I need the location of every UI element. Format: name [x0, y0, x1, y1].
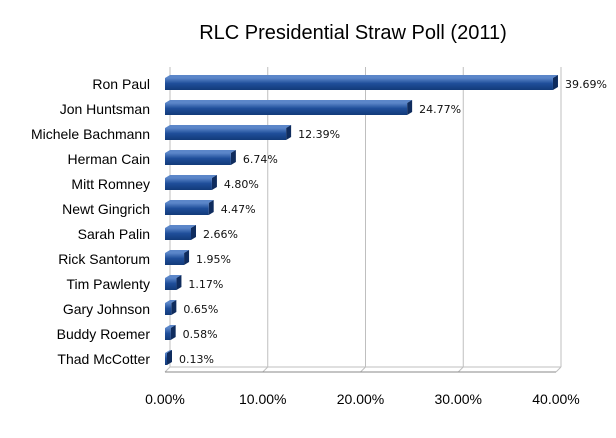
- bar-top-4: [165, 175, 217, 178]
- bar-side-7: [184, 250, 190, 265]
- bar-5: [165, 200, 214, 215]
- bar-top-6: [165, 225, 197, 228]
- floor-line-2: [360, 366, 366, 373]
- data-label-8: 1.17%: [188, 278, 223, 291]
- data-labels: 39.69% 24.77% 12.39% 6.74% 4.80% 4.47% 2.66% 1.…: [179, 78, 607, 366]
- category-label-4: Mitt Romney: [71, 176, 150, 192]
- bar-side-10: [170, 325, 176, 340]
- category-label-10: Buddy Roemer: [57, 326, 151, 342]
- bar-1: [165, 100, 413, 115]
- bar-front-2: [165, 128, 287, 140]
- floor-line-0: [164, 366, 171, 373]
- bar-front-8: [165, 278, 177, 290]
- floor-line-3: [457, 366, 464, 373]
- category-label-2: Michele Bachmann: [31, 126, 150, 142]
- category-label-8: Tim Pawlenty: [66, 276, 150, 292]
- bar-top-9: [165, 300, 177, 303]
- bar-front-5: [165, 203, 209, 215]
- bar-side-0: [552, 75, 558, 90]
- category-label-3: Herman Cain: [68, 151, 150, 167]
- bar-front-3: [165, 153, 231, 165]
- bar-4: [165, 175, 217, 190]
- bar-top-0: [165, 75, 558, 78]
- bar-front-4: [165, 178, 212, 190]
- bar-side-2: [286, 125, 292, 140]
- bar-2: [165, 125, 292, 140]
- bar-top-2: [165, 125, 292, 128]
- bar-top-8: [165, 275, 182, 278]
- bar-side-1: [407, 100, 413, 115]
- x-tick-label-3: 30.00%: [435, 391, 482, 407]
- data-label-0: 39.69%: [565, 78, 607, 91]
- x-tick-label-1: 10.00%: [239, 391, 286, 407]
- bar-9: [165, 300, 177, 315]
- bar-8: [165, 275, 182, 290]
- category-label-5: Newt Gingrich: [62, 201, 150, 217]
- chart-title: RLC Presidential Straw Poll (2011): [199, 22, 507, 44]
- bar-front-7: [165, 253, 185, 265]
- bar-front-9: [165, 303, 172, 315]
- x-tick-labels: 0.00% 10.00% 20.00% 30.00% 40.00%: [145, 391, 580, 407]
- x-tick-label-4: 40.00%: [532, 391, 579, 407]
- floor-line-1: [262, 366, 269, 373]
- bar-front-6: [165, 228, 192, 240]
- data-label-3: 6.74%: [243, 153, 278, 166]
- bar-side-11: [167, 350, 172, 365]
- data-label-9: 0.65%: [183, 303, 218, 316]
- bar-side-5: [208, 200, 214, 215]
- category-label-0: Ron Paul: [92, 76, 150, 92]
- bar-side-8: [176, 275, 182, 290]
- bar-side-4: [211, 175, 217, 190]
- floor-line-4: [555, 366, 562, 373]
- bar-10: [165, 325, 176, 340]
- bar-7: [165, 250, 190, 265]
- data-label-7: 1.95%: [196, 253, 231, 266]
- x-tick-label-2: 20.00%: [337, 391, 384, 407]
- bar-front-10: [165, 328, 171, 340]
- data-label-2: 12.39%: [298, 128, 340, 141]
- category-label-9: Gary Johnson: [63, 301, 150, 317]
- bar-side-9: [171, 300, 177, 315]
- data-label-6: 2.66%: [203, 228, 238, 241]
- category-label-11: Thad McCotter: [57, 351, 150, 367]
- category-label-1: Jon Huntsman: [60, 101, 150, 117]
- bar-front-0: [165, 78, 553, 90]
- data-label-4: 4.80%: [224, 178, 259, 191]
- gridlines: [164, 67, 562, 373]
- bar-top-1: [165, 100, 413, 103]
- bar-top-10: [165, 325, 176, 328]
- bar-front-11: [165, 353, 167, 365]
- x-tick-label-0: 0.00%: [145, 391, 185, 407]
- data-label-1: 24.77%: [419, 103, 461, 116]
- bar-top-7: [165, 250, 190, 253]
- bar-side-6: [191, 225, 197, 240]
- bar-3: [165, 150, 236, 165]
- bar-top-5: [165, 200, 214, 203]
- data-label-11: 0.13%: [179, 353, 214, 366]
- bar-11: [165, 350, 172, 365]
- data-label-5: 4.47%: [221, 203, 256, 216]
- bar-front-1: [165, 103, 408, 115]
- bar-side-3: [230, 150, 236, 165]
- bar-6: [165, 225, 197, 240]
- bars: [165, 75, 558, 365]
- bar-top-11: [165, 350, 172, 353]
- category-labels: Ron Paul Jon Huntsman Michele Bachmann Herm…: [31, 76, 150, 367]
- category-label-7: Rick Santorum: [58, 251, 150, 267]
- data-label-10: 0.58%: [183, 328, 218, 341]
- bar-top-3: [165, 150, 236, 153]
- bar-0: [165, 75, 558, 90]
- category-label-6: Sarah Palin: [78, 226, 150, 242]
